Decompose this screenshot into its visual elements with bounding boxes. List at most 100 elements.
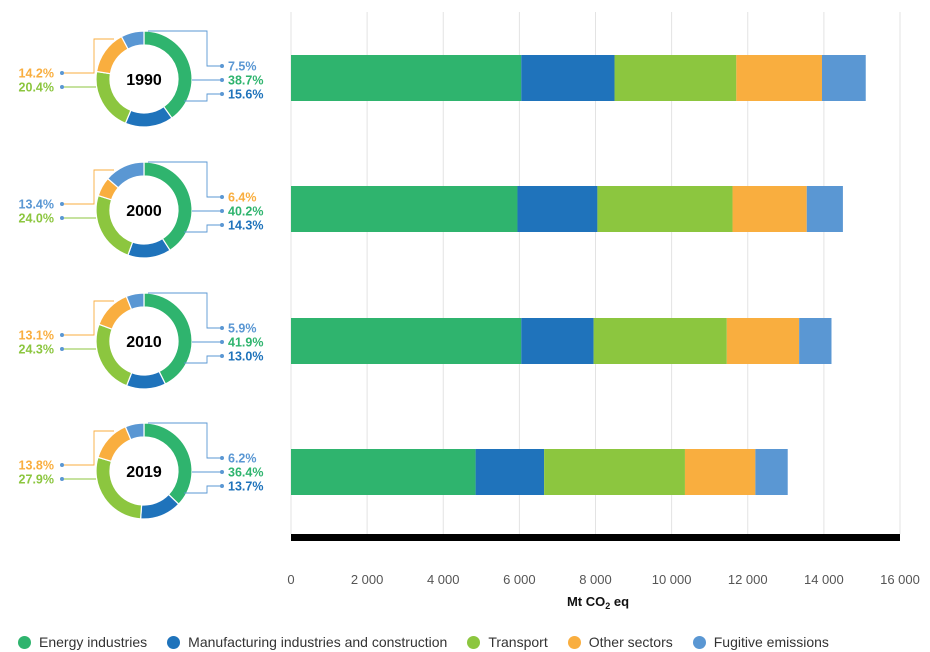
bar-2010-other-sectors (726, 318, 800, 364)
connector-dot (220, 354, 224, 358)
pct-label-manufacturing-industries-and-construction: 14.3% (228, 219, 263, 233)
pct-label-manufacturing-industries-and-construction: 13.0% (228, 350, 263, 364)
donut-slice-1990-other-sectors (95, 35, 129, 75)
connector-dot (220, 456, 224, 460)
x-tick-label: 2 000 (351, 572, 384, 587)
donut-slice-1990-manufacturing-industries-and-construction (124, 105, 173, 128)
connector-dot (220, 78, 224, 82)
x-tick-label: 14 000 (804, 572, 844, 587)
bar-1990-fugitive-emissions (821, 55, 866, 101)
donuts: 1990 7.5%38.7%15.6% 14.2%20.4% 2000 6.4%40.2… (19, 30, 263, 520)
bar-2010-fugitive-emissions (799, 318, 832, 364)
connector-dot (220, 64, 224, 68)
pct-label-energy-industries: 36.4% (228, 466, 263, 480)
bar-2000-transport (597, 186, 733, 232)
bar-2019-energy-industries (291, 449, 476, 495)
connector-dot (220, 470, 224, 474)
legend-swatch (467, 635, 481, 649)
donut-slice-2019-other-sectors (97, 425, 132, 463)
bar-2019-manufacturing-industries-and-construction (475, 449, 545, 495)
legend-item-other-sectors: Other sectors (567, 634, 673, 650)
connector-line (184, 93, 222, 102)
donut-slice-2010-manufacturing-industries-and-construction (125, 370, 167, 390)
connector-line (148, 292, 222, 329)
bar-1990-manufacturing-industries-and-construction (521, 55, 615, 101)
legend-label: Other sectors (588, 634, 673, 650)
connector-line (184, 355, 222, 364)
donut-slice-2000-manufacturing-industries-and-construction (127, 237, 171, 259)
bar-2000-other-sectors (732, 186, 807, 232)
x-tick-label: 4 000 (427, 572, 460, 587)
pct-label-fugitive-emissions: 7.5% (228, 60, 257, 74)
legend-swatch (692, 635, 706, 649)
bar-1990-energy-industries (291, 55, 522, 101)
connector-dot (60, 463, 64, 467)
x-tick-label: 10 000 (652, 572, 692, 587)
bars (291, 55, 866, 495)
pct-label-transport: 27.9% (19, 473, 54, 487)
donut-year-label: 2019 (126, 464, 162, 481)
legend-label: Fugitive emissions (713, 634, 829, 650)
pct-label-other-sectors: 13.8% (19, 459, 54, 473)
connector-dot (220, 92, 224, 96)
bar-2019-transport (544, 449, 685, 495)
x-tick-label: 0 (287, 572, 294, 587)
bar-2000-manufacturing-industries-and-construction (517, 186, 598, 232)
pct-label-energy-industries: 38.7% (228, 74, 263, 88)
legend-label: Energy industries (39, 634, 148, 650)
pct-label-other-sectors: 13.1% (19, 329, 54, 343)
x-tick-label: 6 000 (503, 572, 536, 587)
legend-item-manufacturing-industries-and-construction: Manufacturing industries and constructio… (167, 634, 447, 650)
connector-dot (60, 85, 64, 89)
pct-label-manufacturing-industries-and-construction: 15.6% (228, 88, 263, 102)
donut-2010: 2010 5.9%41.9%13.0% 13.1%24.3% (19, 292, 263, 390)
x-tick-label: 16 000 (880, 572, 920, 587)
bar-2010-energy-industries (291, 318, 522, 364)
legend: Energy industries Manufacturing industrie… (18, 632, 829, 652)
connector-line (148, 422, 222, 459)
donut-2019: 2019 6.2%36.4%13.7% 13.8%27.9% (19, 422, 263, 520)
x-tick-label: 12 000 (728, 572, 768, 587)
connector-dot (60, 333, 64, 337)
pct-label-fugitive-emissions: 5.9% (228, 322, 257, 336)
bar-2000-fugitive-emissions (806, 186, 843, 232)
connector-line (62, 169, 114, 205)
x-tick-labels: 0 2 000 4 000 6 000 8 000 10 000 12 000 14 000 1… (287, 572, 920, 587)
pct-label-other-sectors: 14.2% (19, 67, 54, 81)
donut-2000: 2000 6.4%40.2%14.3% 13.4%24.0% (19, 161, 263, 259)
pct-label-transport: 20.4% (19, 81, 54, 95)
donut-slice-1990-fugitive-emissions (120, 30, 145, 50)
donut-year-label: 2000 (126, 203, 162, 220)
bar-2010-transport (593, 318, 727, 364)
connector-dot (60, 347, 64, 351)
pct-label-manufacturing-industries-and-construction: 13.7% (228, 480, 263, 494)
x-axis-label: Mt CO2 eq (567, 594, 629, 611)
connector-dot (60, 216, 64, 220)
connector-line (184, 224, 222, 233)
x-tick-label: 8 000 (579, 572, 612, 587)
legend-item-fugitive-emissions: Fugitive emissions (692, 634, 829, 650)
connector-dot (60, 477, 64, 481)
donut-slice-2019-fugitive-emissions (124, 422, 145, 441)
donut-slice-2019-manufacturing-industries-and-construction (139, 493, 180, 520)
connector-dot (60, 71, 64, 75)
donut-year-label: 2010 (126, 334, 162, 351)
pct-label-fugitive-emissions: 6.2% (228, 452, 257, 466)
connector-line (62, 300, 114, 336)
connector-line (148, 30, 222, 67)
legend-label: Transport (488, 634, 548, 650)
connector-line (62, 38, 114, 74)
connector-line (184, 485, 222, 494)
connector-dot (220, 209, 224, 213)
legend-swatch (18, 635, 31, 649)
pct-label-fugitive-emissions: 13.4% (19, 198, 54, 212)
donut-1990: 1990 7.5%38.7%15.6% 14.2%20.4% (19, 30, 263, 128)
connector-line (148, 161, 222, 198)
legend-label: Manufacturing industries and constructio… (188, 634, 448, 650)
donut-slice-2010-fugitive-emissions (125, 292, 145, 311)
connector-line (62, 430, 114, 466)
pct-label-transport: 24.3% (19, 343, 54, 357)
pct-label-other-sectors: 6.4% (228, 191, 257, 205)
connector-dot (220, 326, 224, 330)
pct-label-energy-industries: 41.9% (228, 336, 263, 350)
